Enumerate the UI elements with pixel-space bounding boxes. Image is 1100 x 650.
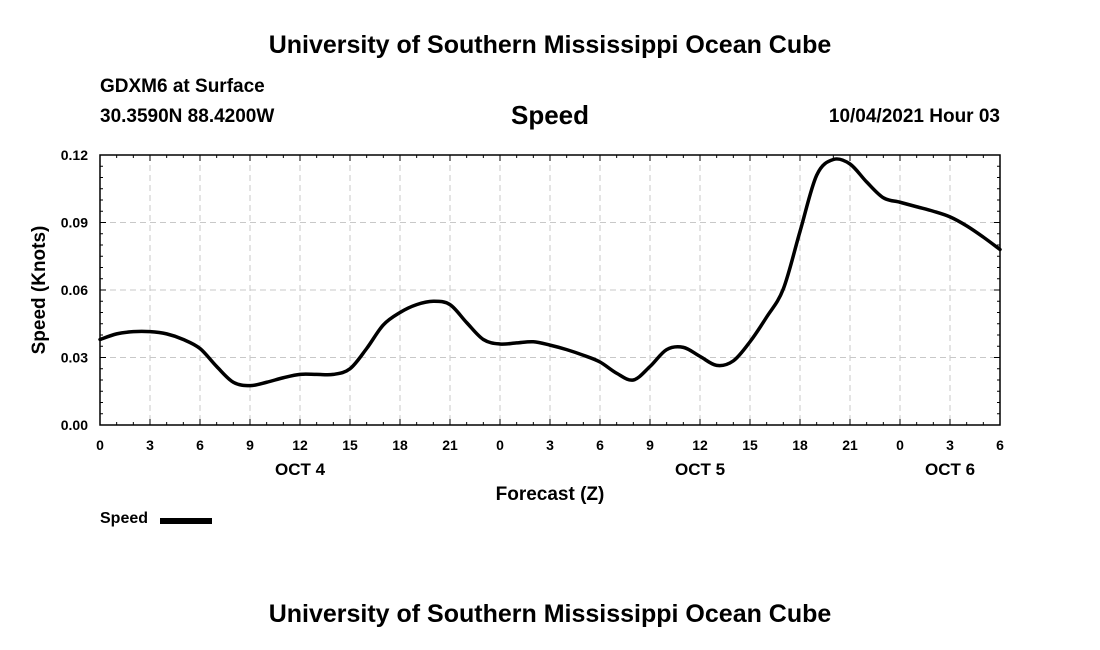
y-tick-label: 0.06 <box>61 282 88 298</box>
legend-label: Speed <box>100 510 149 527</box>
x-tick-label: 0 <box>496 437 504 453</box>
x-tick-label: 9 <box>646 437 654 453</box>
x-tick-label: 15 <box>742 437 758 453</box>
y-axis-title: Speed (Knots) <box>29 226 50 355</box>
x-tick-label: 18 <box>792 437 808 453</box>
coordinates-label: 30.3590N 88.4200W <box>100 106 275 127</box>
top-title: University of Southern Mississippi Ocean… <box>268 31 832 59</box>
x-axis-title: Forecast (Z) <box>496 484 605 505</box>
datetime-label: 10/04/2021 Hour 03 <box>828 106 1000 127</box>
x-tick-label: 21 <box>442 437 458 453</box>
x-tick-label: 15 <box>342 437 358 453</box>
x-tick-label: 6 <box>996 437 1004 453</box>
day-label: OCT 6 <box>925 460 975 479</box>
x-tick-label: 0 <box>896 437 904 453</box>
x-tick-label: 6 <box>596 437 604 453</box>
y-tick-label: 0.09 <box>61 215 88 231</box>
x-tick-label: 0 <box>96 437 104 453</box>
chart-title: Speed <box>510 100 590 130</box>
x-tick-label: 3 <box>146 437 154 453</box>
x-tick-label: 12 <box>292 437 308 453</box>
station-label: GDXM6 at Surface <box>100 76 265 97</box>
x-tick-label: 9 <box>246 437 254 453</box>
bottom-title: University of Southern Mississippi Ocean… <box>268 600 832 628</box>
y-tick-label: 0.00 <box>61 417 88 433</box>
y-tick-label: 0.03 <box>61 350 88 366</box>
x-tick-label: 12 <box>692 437 708 453</box>
x-tick-label: 3 <box>546 437 554 453</box>
x-tick-label: 6 <box>196 437 204 453</box>
y-tick-label: 0.12 <box>61 147 88 163</box>
x-tick-label: 18 <box>392 437 408 453</box>
speed-series-line <box>98 157 1002 388</box>
day-label: OCT 4 <box>275 460 326 479</box>
day-label: OCT 5 <box>675 460 725 479</box>
x-tick-label: 21 <box>842 437 858 453</box>
x-tick-label: 3 <box>946 437 954 453</box>
